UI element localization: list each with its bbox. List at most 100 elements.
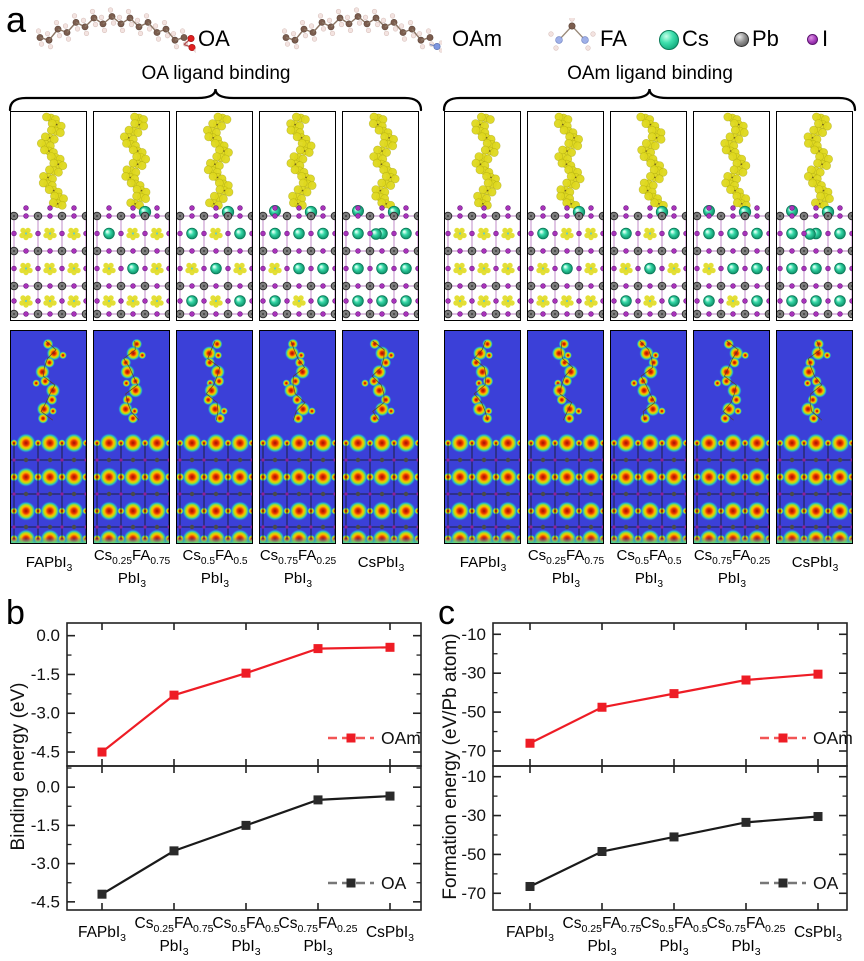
y-tick-label: -30 — [461, 806, 486, 825]
group-title-oa: OA ligand binding — [141, 63, 291, 84]
y-tick-label: -10 — [461, 767, 486, 786]
i-atom-icon — [807, 34, 818, 45]
panel-canvas — [94, 331, 169, 543]
charge-density-panel-oam-fapbi3 — [444, 330, 521, 544]
composition-label-oam-fapbi3: FAPbI3 — [459, 554, 507, 574]
charge-density-panel-oa-cs075fa025pbi3 — [259, 330, 336, 544]
structure-panel-oa-cs025fa075pbi3 — [93, 111, 170, 321]
data-point-oam-1 — [169, 690, 179, 700]
structure-panel-oa-cs05fa05pbi3 — [176, 111, 253, 321]
panel-canvas — [260, 331, 335, 543]
panel-canvas — [777, 331, 852, 543]
legend-marker-oa-icon — [346, 878, 356, 888]
composition-label-oam-cspbi3: CsPbI3 — [791, 554, 839, 574]
y-axis-label-b: Binding energy (eV) — [8, 683, 29, 851]
data-point-oam-0 — [525, 738, 535, 748]
data-point-oa-1 — [597, 847, 607, 857]
y-tick-label: -3.0 — [31, 854, 60, 873]
panel-canvas — [177, 112, 252, 320]
panel-canvas — [694, 112, 769, 320]
panel-canvas — [11, 331, 86, 543]
panel-canvas — [94, 112, 169, 320]
data-point-oa-2 — [669, 832, 679, 842]
y-tick-label: -50 — [461, 703, 486, 722]
panel-canvas — [528, 112, 603, 320]
composition-label-oam-cs075fa025pbi3: Cs0.75FA0.25 PbI3 — [693, 547, 771, 590]
y-tick-label: -70 — [461, 742, 486, 761]
panel-canvas — [528, 331, 603, 543]
subplot-frame-c-oa — [492, 765, 848, 911]
data-point-oam-4 — [385, 642, 395, 652]
y-tick-label: -70 — [461, 884, 486, 903]
panel-canvas — [611, 331, 686, 543]
panel-canvas — [611, 112, 686, 320]
brace-oam-icon — [442, 88, 857, 112]
i-atom-label: I — [822, 26, 829, 51]
data-point-oam-3 — [313, 644, 323, 654]
panel-canvas — [343, 331, 418, 543]
oam-molecule-label: OAm — [452, 26, 503, 51]
charge-density-panel-oam-cspbi3 — [776, 330, 853, 544]
data-point-oam-0 — [97, 747, 107, 757]
composition-label-oa-cs05fa05pbi3: Cs0.5FA0.5 PbI3 — [182, 547, 248, 590]
y-tick-label: 0.0 — [36, 778, 60, 797]
y-axis-label-c: Formation energy (eV/Pb atom) — [440, 633, 461, 899]
y-tick-label: -4.5 — [31, 743, 60, 762]
series-line-oa — [529, 815, 819, 888]
panel-letter-a: a — [6, 0, 27, 40]
legend-label-oam: OAm — [813, 728, 853, 748]
composition-label-oa-fapbi3: FAPbI3 — [25, 554, 73, 574]
data-point-oam-3 — [741, 675, 751, 685]
data-point-oa-3 — [313, 795, 323, 805]
legend-label-oa: OA — [813, 873, 839, 893]
structure-panel-oam-cspbi3 — [776, 111, 853, 321]
structure-panel-oam-cs075fa025pbi3 — [693, 111, 770, 321]
fa-molecule-icon — [548, 18, 596, 51]
y-tick-label: -50 — [461, 845, 486, 864]
y-tick-label: 0.0 — [36, 626, 60, 645]
charge-density-panel-oam-cs025fa075pbi3 — [527, 330, 604, 544]
chart-formation-energy: -10 -30 -50 -70 OAm -10 -30 -50 -70 OA Formation e… — [440, 622, 853, 911]
charge-density-panel-oa-cs05fa05pbi3 — [176, 330, 253, 544]
data-point-oam-4 — [813, 669, 823, 679]
data-point-oa-3 — [741, 817, 751, 827]
oa-molecule-icon — [36, 7, 196, 53]
panel-canvas — [177, 331, 252, 543]
data-point-oam-1 — [597, 702, 607, 712]
panel-canvas — [260, 112, 335, 320]
y-tick-label: -4.5 — [31, 892, 60, 911]
panel-canvas — [11, 112, 86, 320]
data-point-oa-1 — [169, 846, 179, 856]
fa-molecule-label: FA — [600, 26, 627, 51]
composition-label-oam-cs05fa05pbi3: Cs0.5FA0.5 PbI3 — [616, 547, 682, 590]
brace-oa-icon — [8, 88, 423, 112]
structure-panel-oa-cspbi3 — [342, 111, 419, 321]
composition-label-oa-cs025fa075pbi3: Cs0.25FA0.75 PbI3 — [93, 547, 171, 590]
charge-density-panel-oa-fapbi3 — [10, 330, 87, 544]
y-tick-label: -10 — [461, 625, 486, 644]
subplot-frame-b-oa — [66, 765, 422, 911]
y-tick-label: -1.5 — [31, 816, 60, 835]
oa-molecule-label: OA — [198, 26, 230, 51]
series-line-oam — [529, 673, 819, 745]
charge-density-panel-oam-cs05fa05pbi3 — [610, 330, 687, 544]
structure-panel-oam-fapbi3 — [444, 111, 521, 321]
charge-density-panel-oa-cs025fa075pbi3 — [93, 330, 170, 544]
legend-label-oam: OAm — [381, 728, 421, 748]
data-point-oa-2 — [241, 820, 251, 830]
data-point-oa-0 — [525, 881, 535, 891]
composition-label-oam-cs025fa075pbi3: Cs0.25FA0.75 PbI3 — [527, 547, 605, 590]
structure-panel-oa-fapbi3 — [10, 111, 87, 321]
data-point-oa-0 — [97, 889, 107, 899]
legend-marker-oam-icon — [778, 733, 788, 743]
structure-panel-oam-cs05fa05pbi3 — [610, 111, 687, 321]
oam-molecule-icon — [282, 7, 442, 53]
brace-icons — [8, 88, 857, 112]
cs-atom-icon — [659, 30, 679, 50]
group-title-oam: OAm ligand binding — [567, 63, 733, 84]
panel-letter-b: b — [6, 594, 25, 632]
data-point-oa-4 — [385, 791, 395, 801]
structure-panel-oa-cs075fa025pbi3 — [259, 111, 336, 321]
pb-atom-label: Pb — [752, 26, 779, 51]
